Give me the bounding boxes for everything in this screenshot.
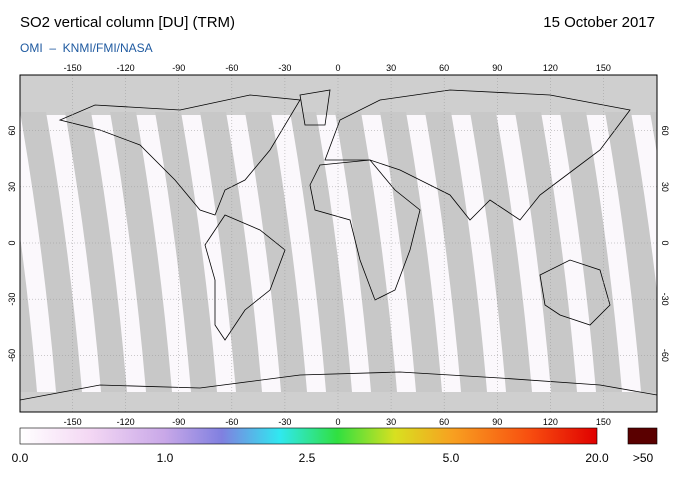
colorbar-label: 20.0: [585, 451, 609, 465]
lon-tick-label: -60: [225, 63, 238, 73]
lon-tick-label: -30: [278, 417, 291, 427]
lon-tick-label: 60: [439, 417, 449, 427]
lat-tick-label: 0: [7, 240, 17, 245]
lat-tick-label: 60: [7, 126, 17, 136]
colorbar-label: 2.5: [299, 451, 316, 465]
lon-tick-label: 60: [439, 63, 449, 73]
lat-tick-label: -30: [7, 293, 17, 306]
swath: [290, 112, 352, 392]
lat-tick-label: -30: [660, 293, 670, 306]
lon-tick-label: 120: [543, 417, 558, 427]
map: [20, 75, 657, 412]
coastlines: [20, 89, 657, 401]
lon-tick-label: -150: [64, 417, 82, 427]
swath: [20, 235, 37, 392]
swath: [515, 112, 577, 392]
swath: [110, 112, 172, 392]
colorbar-label: >50: [633, 451, 654, 465]
lat-tick-label: -60: [660, 349, 670, 362]
polar-night: [20, 75, 657, 115]
swath: [155, 112, 217, 392]
lon-tick-label: 90: [492, 63, 502, 73]
south-america: [204, 214, 286, 341]
swath: [470, 112, 532, 392]
lon-tick-label: -150: [64, 63, 82, 73]
swath: [560, 112, 622, 392]
lon-tick-label: -30: [278, 63, 291, 73]
lon-tick-label: -120: [117, 417, 135, 427]
swath: [245, 112, 307, 392]
map-frame: [19, 74, 658, 413]
date: 15 October 2017: [543, 14, 655, 31]
lon-tick-label: 0: [335, 63, 340, 73]
source: OMI – KNMI/FMI/NASA: [20, 41, 153, 55]
lon-tick-label: -90: [172, 417, 185, 427]
swath: [650, 112, 657, 154]
lat-tick-label: 30: [7, 182, 17, 192]
greenland: [299, 89, 331, 126]
swath: [380, 112, 442, 392]
lon-tick-label: 120: [543, 63, 558, 73]
swath: [65, 112, 127, 392]
swath: [605, 112, 657, 392]
lon-tick-label: 30: [386, 417, 396, 427]
antarctica: [20, 371, 657, 401]
lon-tick-label: 150: [596, 63, 611, 73]
title: SO2 vertical column [DU] (TRM): [20, 14, 235, 31]
colorbar-labels: 0.0 1.0 2.5 5.0 20.0 >50: [12, 451, 654, 465]
swath: [200, 112, 262, 392]
lon-tick-label: 150: [596, 417, 611, 427]
swath: [425, 112, 487, 392]
lon-tick-label: -120: [117, 63, 135, 73]
australia: [539, 259, 611, 326]
lon-tick-label: 0: [335, 417, 340, 427]
colorbar-label: 0.0: [12, 451, 29, 465]
ticks: -150 -150 -120 -120 -90 -90 -60 -60 -30 -30 0 0 30 30…: [7, 63, 670, 427]
colorbar: [19, 427, 598, 445]
swaths: [20, 112, 657, 392]
polar-south: [20, 392, 657, 412]
lon-tick-label: 30: [386, 63, 396, 73]
lon-tick-label: -90: [172, 63, 185, 73]
swath: [335, 112, 397, 392]
colorbar-overflow: [627, 427, 658, 445]
lat-tick-label: -60: [7, 349, 17, 362]
lon-tick-label: -60: [225, 417, 238, 427]
colorbar-label: 5.0: [443, 451, 460, 465]
eurasia: [324, 89, 631, 221]
lat-tick-label: 0: [660, 240, 670, 245]
swath: [20, 112, 82, 392]
colorbar-label: 1.0: [157, 451, 174, 465]
lon-tick-label: 90: [492, 417, 502, 427]
north-america: [58, 94, 301, 216]
graticule: [20, 75, 657, 412]
africa: [309, 159, 421, 301]
lat-tick-label: 30: [660, 182, 670, 192]
lat-tick-label: 60: [660, 126, 670, 136]
